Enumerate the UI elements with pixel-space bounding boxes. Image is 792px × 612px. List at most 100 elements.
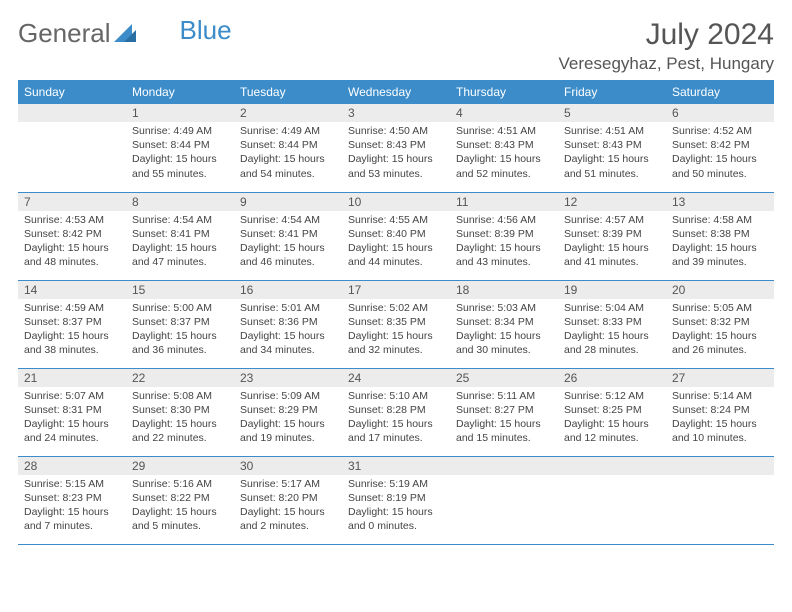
day-details: Sunrise: 4:58 AMSunset: 8:38 PMDaylight:…: [666, 211, 774, 274]
day-details: Sunrise: 5:17 AMSunset: 8:20 PMDaylight:…: [234, 475, 342, 538]
day-number: 22: [126, 369, 234, 387]
calendar-cell: 16Sunrise: 5:01 AMSunset: 8:36 PMDayligh…: [234, 280, 342, 368]
page-header: General Blue July 2024 Veresegyhaz, Pest…: [18, 18, 774, 74]
day-header: Wednesday: [342, 80, 450, 104]
day-details: Sunrise: 5:00 AMSunset: 8:37 PMDaylight:…: [126, 299, 234, 362]
day-details: Sunrise: 4:49 AMSunset: 8:44 PMDaylight:…: [234, 122, 342, 185]
day-number: 16: [234, 281, 342, 299]
calendar-cell-empty: [558, 456, 666, 544]
day-number: [558, 457, 666, 475]
calendar-cell: 25Sunrise: 5:11 AMSunset: 8:27 PMDayligh…: [450, 368, 558, 456]
day-number: 14: [18, 281, 126, 299]
day-details: Sunrise: 5:10 AMSunset: 8:28 PMDaylight:…: [342, 387, 450, 450]
day-number: 12: [558, 193, 666, 211]
day-details: Sunrise: 4:56 AMSunset: 8:39 PMDaylight:…: [450, 211, 558, 274]
calendar-cell: 24Sunrise: 5:10 AMSunset: 8:28 PMDayligh…: [342, 368, 450, 456]
day-number: 24: [342, 369, 450, 387]
calendar-cell: 13Sunrise: 4:58 AMSunset: 8:38 PMDayligh…: [666, 192, 774, 280]
day-details: Sunrise: 5:04 AMSunset: 8:33 PMDaylight:…: [558, 299, 666, 362]
day-number: 21: [18, 369, 126, 387]
calendar-cell: 26Sunrise: 5:12 AMSunset: 8:25 PMDayligh…: [558, 368, 666, 456]
day-details: Sunrise: 5:08 AMSunset: 8:30 PMDaylight:…: [126, 387, 234, 450]
brand-text-2: Blue: [136, 15, 232, 46]
calendar-cell: 10Sunrise: 4:55 AMSunset: 8:40 PMDayligh…: [342, 192, 450, 280]
calendar-cell-empty: [450, 456, 558, 544]
day-number: 18: [450, 281, 558, 299]
day-number: 6: [666, 104, 774, 122]
calendar-body: 1Sunrise: 4:49 AMSunset: 8:44 PMDaylight…: [18, 104, 774, 544]
day-details: Sunrise: 5:07 AMSunset: 8:31 PMDaylight:…: [18, 387, 126, 450]
day-details: Sunrise: 5:16 AMSunset: 8:22 PMDaylight:…: [126, 475, 234, 538]
day-number: 13: [666, 193, 774, 211]
brand-text-1: General: [18, 18, 111, 49]
day-number: [450, 457, 558, 475]
day-details: Sunrise: 5:14 AMSunset: 8:24 PMDaylight:…: [666, 387, 774, 450]
calendar-cell: 31Sunrise: 5:19 AMSunset: 8:19 PMDayligh…: [342, 456, 450, 544]
day-details: Sunrise: 5:02 AMSunset: 8:35 PMDaylight:…: [342, 299, 450, 362]
day-details: Sunrise: 4:51 AMSunset: 8:43 PMDaylight:…: [450, 122, 558, 185]
calendar-cell: 12Sunrise: 4:57 AMSunset: 8:39 PMDayligh…: [558, 192, 666, 280]
day-details: Sunrise: 4:50 AMSunset: 8:43 PMDaylight:…: [342, 122, 450, 185]
calendar-cell: 27Sunrise: 5:14 AMSunset: 8:24 PMDayligh…: [666, 368, 774, 456]
calendar-row: 1Sunrise: 4:49 AMSunset: 8:44 PMDaylight…: [18, 104, 774, 192]
day-number: 10: [342, 193, 450, 211]
day-number: 3: [342, 104, 450, 122]
calendar-cell: 6Sunrise: 4:52 AMSunset: 8:42 PMDaylight…: [666, 104, 774, 192]
brand-triangle-icon: [114, 18, 136, 49]
day-details: Sunrise: 4:49 AMSunset: 8:44 PMDaylight:…: [126, 122, 234, 185]
day-header: Thursday: [450, 80, 558, 104]
calendar-cell: 15Sunrise: 5:00 AMSunset: 8:37 PMDayligh…: [126, 280, 234, 368]
day-number: 26: [558, 369, 666, 387]
calendar-cell: 11Sunrise: 4:56 AMSunset: 8:39 PMDayligh…: [450, 192, 558, 280]
day-header: Tuesday: [234, 80, 342, 104]
calendar-cell: 8Sunrise: 4:54 AMSunset: 8:41 PMDaylight…: [126, 192, 234, 280]
location-text: Veresegyhaz, Pest, Hungary: [559, 54, 774, 74]
day-header: Monday: [126, 80, 234, 104]
day-number: 7: [18, 193, 126, 211]
month-title: July 2024: [559, 18, 774, 52]
calendar-cell: 21Sunrise: 5:07 AMSunset: 8:31 PMDayligh…: [18, 368, 126, 456]
calendar-cell-empty: [18, 104, 126, 192]
day-number: 11: [450, 193, 558, 211]
day-number: 31: [342, 457, 450, 475]
calendar-row: 14Sunrise: 4:59 AMSunset: 8:37 PMDayligh…: [18, 280, 774, 368]
day-details: Sunrise: 4:51 AMSunset: 8:43 PMDaylight:…: [558, 122, 666, 185]
calendar-row: 21Sunrise: 5:07 AMSunset: 8:31 PMDayligh…: [18, 368, 774, 456]
calendar-cell: 4Sunrise: 4:51 AMSunset: 8:43 PMDaylight…: [450, 104, 558, 192]
day-number: 1: [126, 104, 234, 122]
day-details: Sunrise: 4:59 AMSunset: 8:37 PMDaylight:…: [18, 299, 126, 362]
calendar-cell: 2Sunrise: 4:49 AMSunset: 8:44 PMDaylight…: [234, 104, 342, 192]
day-header: Sunday: [18, 80, 126, 104]
day-number: 28: [18, 457, 126, 475]
calendar-row: 7Sunrise: 4:53 AMSunset: 8:42 PMDaylight…: [18, 192, 774, 280]
calendar-cell: 20Sunrise: 5:05 AMSunset: 8:32 PMDayligh…: [666, 280, 774, 368]
day-number: 27: [666, 369, 774, 387]
brand-logo: General Blue: [18, 18, 232, 49]
day-details: Sunrise: 5:03 AMSunset: 8:34 PMDaylight:…: [450, 299, 558, 362]
day-number: [18, 104, 126, 122]
calendar-cell: 22Sunrise: 5:08 AMSunset: 8:30 PMDayligh…: [126, 368, 234, 456]
calendar-table: SundayMondayTuesdayWednesdayThursdayFrid…: [18, 80, 774, 545]
title-block: July 2024 Veresegyhaz, Pest, Hungary: [559, 18, 774, 74]
day-details: Sunrise: 5:09 AMSunset: 8:29 PMDaylight:…: [234, 387, 342, 450]
calendar-cell: 19Sunrise: 5:04 AMSunset: 8:33 PMDayligh…: [558, 280, 666, 368]
day-details: Sunrise: 5:19 AMSunset: 8:19 PMDaylight:…: [342, 475, 450, 538]
day-number: 30: [234, 457, 342, 475]
day-number: 15: [126, 281, 234, 299]
calendar-cell: 1Sunrise: 4:49 AMSunset: 8:44 PMDaylight…: [126, 104, 234, 192]
day-details: Sunrise: 4:54 AMSunset: 8:41 PMDaylight:…: [234, 211, 342, 274]
day-details: Sunrise: 5:15 AMSunset: 8:23 PMDaylight:…: [18, 475, 126, 538]
day-number: 2: [234, 104, 342, 122]
day-number: 19: [558, 281, 666, 299]
day-number: 8: [126, 193, 234, 211]
day-header: Saturday: [666, 80, 774, 104]
day-details: Sunrise: 5:01 AMSunset: 8:36 PMDaylight:…: [234, 299, 342, 362]
calendar-cell: 9Sunrise: 4:54 AMSunset: 8:41 PMDaylight…: [234, 192, 342, 280]
calendar-cell: 5Sunrise: 4:51 AMSunset: 8:43 PMDaylight…: [558, 104, 666, 192]
day-details: Sunrise: 5:12 AMSunset: 8:25 PMDaylight:…: [558, 387, 666, 450]
calendar-cell: 30Sunrise: 5:17 AMSunset: 8:20 PMDayligh…: [234, 456, 342, 544]
day-number: 17: [342, 281, 450, 299]
calendar-row: 28Sunrise: 5:15 AMSunset: 8:23 PMDayligh…: [18, 456, 774, 544]
day-number: 23: [234, 369, 342, 387]
day-details: Sunrise: 4:53 AMSunset: 8:42 PMDaylight:…: [18, 211, 126, 274]
